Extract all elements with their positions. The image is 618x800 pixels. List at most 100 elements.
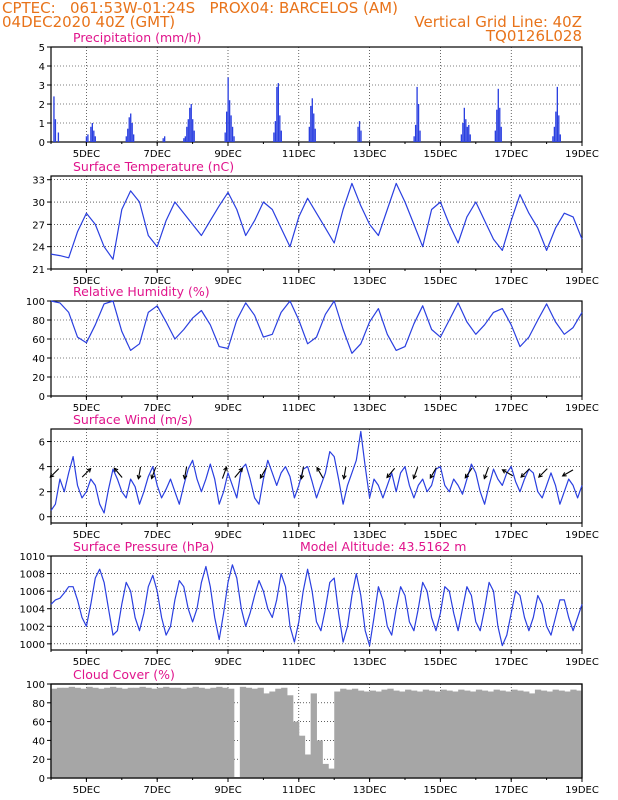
temp-title: Surface Temperature (nC) [73,159,234,174]
cloud-bar [192,686,199,778]
wind-arrow-shaft [429,467,437,479]
wind-arrow-shaft [300,466,304,479]
cloud-bar [346,689,353,778]
rh-xtick-label: 17DEC [494,403,528,414]
wind-title: Surface Wind (m/s) [73,412,193,427]
rh-ytick-label: 100 [26,297,45,308]
wind-panel: 5DEC 7DEC 9DEC 11DEC 13DEC 15DEC 17DEC 19DEC 0 2 4… [39,412,599,541]
wind-arrow-head [86,467,92,473]
temp-xtick-label: 7DEC [144,276,171,287]
cloud-bar [121,688,129,778]
precip-bar [556,86,558,142]
cloud-bar [564,691,571,778]
precip-bar [231,126,234,142]
wind-arrow-shaft [49,468,60,478]
precip-xtick-label: 7DEC [144,149,171,160]
temp-ytick-label: 33 [32,176,45,187]
cloud-bar [304,754,312,778]
cloud-bar [540,690,548,778]
precip-xtick-label: 5DEC [73,149,100,160]
wind-arrow-shaft [562,469,574,477]
cloud-bar [127,687,135,778]
rh-xtick-label: 19DEC [565,403,599,414]
cloud-bar [151,688,158,778]
cloud-bar [133,687,140,778]
cloud-bar [487,691,494,778]
temp-xtick-label: 15DEC [424,276,458,287]
wind-arrow-shaft [538,468,548,478]
precip-bar [500,126,502,142]
precip-bar [53,96,55,142]
cloud-bar [322,763,329,778]
cloud-bar [528,693,536,778]
wind-arrow-head [259,474,265,480]
precip-bar [460,134,463,142]
precip-bar [226,111,228,142]
wind-arrow-head [429,474,435,480]
precip-ytick-label: 5 [39,43,45,54]
wind-xtick-label: 9DEC [214,530,241,541]
cloud-xtick-label: 15DEC [424,785,458,796]
wind-arrow-shaft [183,466,188,479]
wind-arrow-head [150,474,155,480]
cloud-bar [511,689,518,778]
wind-arrow-shaft [113,467,123,478]
precip-bar [164,136,166,142]
cloud-bar [552,689,559,778]
temp-ytick-label: 27 [32,220,45,231]
wind-arrow-head [49,473,55,478]
precip-xtick-label: 19DEC [565,149,599,160]
header-grid-note: Vertical Grid Line: 40Z [414,13,582,31]
cloud-bar [104,687,111,778]
wind-arrow-shaft [137,466,142,479]
wind-arrow-head [464,473,470,479]
cloud-bar [393,690,400,778]
cloud-bar [198,687,205,778]
rh-frame [50,300,583,397]
precip-bar [184,136,186,142]
cloud-bar [499,690,506,778]
pressure-xtick-label: 7DEC [144,657,171,668]
precip-bar [228,100,231,142]
cloud-ytick-label: 40 [32,736,45,747]
rh-xtick-label: 9DEC [214,403,241,414]
wind-arrow-head [412,474,417,480]
precip-bar [314,128,316,142]
precip-bar [552,136,554,142]
cloud-bar [493,689,500,778]
cloud-bar [357,690,365,778]
cloud-bar [287,695,294,778]
wind-arrow [81,467,92,478]
wind-arrow-shaft [483,467,489,479]
temp-xtick-label: 19DEC [565,276,599,287]
rh-ytick-label: 0 [39,392,45,403]
precip-bar [494,130,496,142]
cloud-bar [257,687,264,778]
cloud-bar [80,688,87,778]
pressure-ytick-label: 1004 [20,605,45,616]
cloud-bar [369,690,376,778]
cloud-bar [98,688,105,778]
wind-arrow [299,466,305,480]
precip-bar [462,123,464,142]
cloud-bar [292,721,300,778]
wind-arrow-head [341,474,347,480]
cloud-xtick-label: 9DEC [214,785,241,796]
precip-bar [127,128,129,142]
cloud-ytick-label: 20 [32,755,45,766]
wind-arrow-shaft [259,467,267,479]
temp-panel: 5DEC 7DEC 9DEC 11DEC 13DEC 15DEC 17DEC 19DEC 21 2… [32,159,599,287]
wind-ytick-label: 6 [39,438,45,449]
cloud-xtick-label: 13DEC [353,785,387,796]
wind-arrow-shaft [343,466,347,479]
cloud-bar [316,740,323,778]
wind-xtick-label: 5DEC [73,530,100,541]
precip-bar [273,132,275,142]
rh-xtick-label: 13DEC [353,403,387,414]
wind-arrow-shaft [316,467,324,479]
header-model-code: TQ0126L028 [485,27,582,45]
cloud-bar [74,687,81,778]
precip-xtick-label: 15DEC [424,149,458,160]
pressure-line [50,564,583,647]
wind-arrow-shaft [81,468,92,478]
